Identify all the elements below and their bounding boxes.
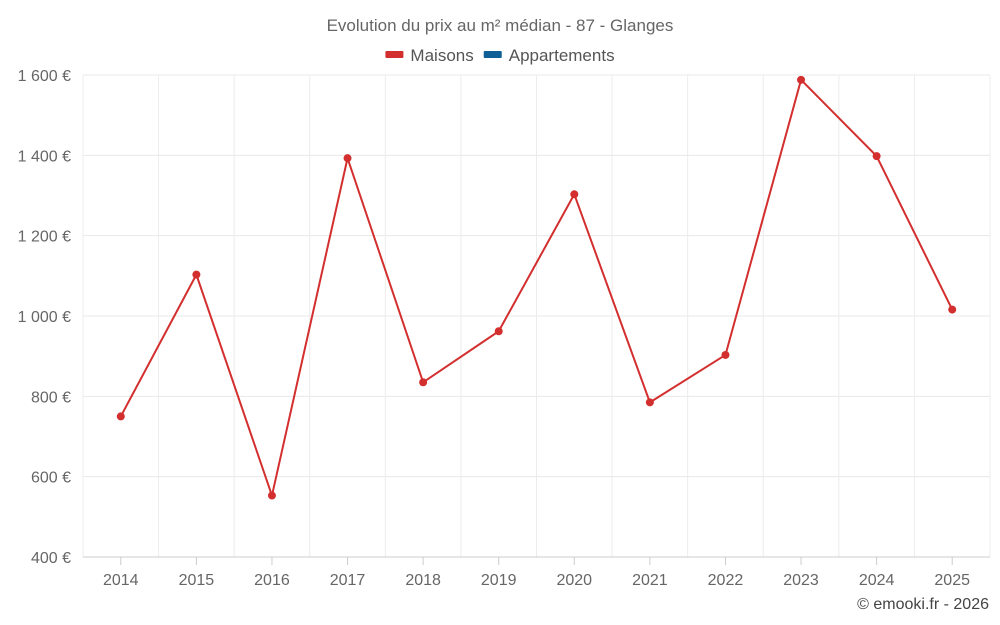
axes: 400 € 600 € 800 € 1 000 € 1 200 € 1 400 € 1 60… bbox=[18, 68, 990, 589]
y-tick-label: 400 € bbox=[31, 550, 71, 567]
x-tick-label: 2016 bbox=[254, 572, 290, 589]
x-tick-label: 2022 bbox=[708, 572, 744, 589]
x-tick-label: 2015 bbox=[179, 572, 215, 589]
chart-title: Evolution du prix au m² médian - 87 - Gl… bbox=[327, 16, 674, 35]
data-point bbox=[116, 412, 125, 421]
y-tick-label: 600 € bbox=[31, 470, 71, 487]
x-tick-label: 2019 bbox=[481, 572, 517, 589]
y-tick-label: 1 000 € bbox=[18, 309, 71, 326]
data-point bbox=[570, 190, 579, 199]
legend-item-appartements: Appartements bbox=[483, 46, 615, 65]
legend-swatch bbox=[385, 51, 404, 58]
data-point bbox=[872, 152, 881, 161]
x-tick-label: 2018 bbox=[405, 572, 441, 589]
legend-label: Maisons bbox=[410, 46, 473, 65]
x-tick-label: 2014 bbox=[103, 572, 139, 589]
x-tick-label: 2021 bbox=[632, 572, 668, 589]
legend-item-maisons: Maisons bbox=[385, 46, 474, 65]
data-point bbox=[343, 154, 352, 163]
data-point bbox=[494, 327, 503, 336]
grid bbox=[82, 74, 991, 558]
y-tick-label: 1 200 € bbox=[18, 229, 71, 246]
data-point bbox=[948, 305, 957, 314]
credit-text: © emooki.fr - 2026 bbox=[857, 596, 989, 613]
x-tick-label: 2024 bbox=[859, 572, 895, 589]
legend: Maisons Appartements bbox=[385, 46, 615, 65]
data-point bbox=[721, 350, 730, 359]
legend-swatch bbox=[483, 51, 502, 58]
y-tick-label: 1 600 € bbox=[18, 68, 71, 85]
y-tick-label: 1 400 € bbox=[18, 148, 71, 165]
legend-label: Appartements bbox=[509, 46, 615, 65]
series-line-maisons bbox=[119, 78, 954, 497]
x-tick-label: 2023 bbox=[783, 572, 819, 589]
x-tick-label: 2020 bbox=[556, 572, 592, 589]
data-point bbox=[267, 491, 276, 500]
x-tick-label: 2017 bbox=[330, 572, 366, 589]
data-point bbox=[419, 378, 428, 387]
series bbox=[116, 75, 957, 500]
y-tick-label: 800 € bbox=[31, 389, 71, 406]
x-tick-label: 2025 bbox=[934, 572, 970, 589]
data-point bbox=[797, 75, 806, 84]
data-point bbox=[192, 270, 201, 279]
data-point bbox=[645, 398, 654, 407]
